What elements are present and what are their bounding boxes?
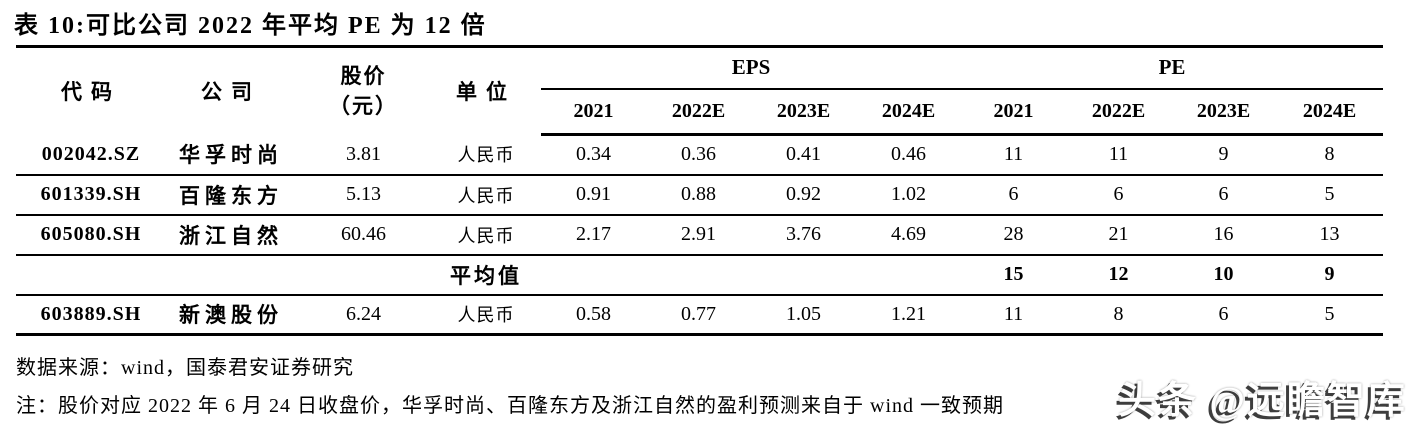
cell-eps-2021: 0.58 [541,294,646,336]
header-row-years: 2021 2022E 2023E 2024E 2021 2022E 2023E … [16,88,1384,136]
cell-eps-2021: 0.34 [541,134,646,176]
cell-eps-2022e: 0.77 [646,294,751,336]
cell-eps-2024e: 1.21 [856,294,962,336]
col-header-unit: 单位 [456,80,516,105]
cell-price: 5.13 [296,174,431,216]
eps-year-2024e: 2024E [856,88,962,136]
cell-company: 百隆东方 [166,174,296,216]
header-row-groups: 代码 公司 股价 （元） 单位 EPS PE [16,46,1384,118]
empty-cell [296,254,431,296]
table-row-bailong: 601339.SH 百隆东方 5.13 人民币 0.91 0.88 0.92 1… [16,174,1384,216]
avg-pe-2023e: 10 [1171,254,1277,296]
cell-price: 6.24 [296,294,431,336]
table-row-xinao: 603889.SH 新澳股份 6.24 人民币 0.58 0.77 1.05 1… [16,294,1384,336]
eps-year-2023e: 2023E [751,88,856,136]
table-row-huafu: 002042.SZ 华孚时尚 3.81 人民币 0.34 0.36 0.41 0… [16,134,1384,176]
cell-pe-2021: 11 [961,294,1067,336]
cell-pe-2024e: 5 [1276,174,1384,216]
cell-eps-2023e: 3.76 [751,214,856,256]
cell-company: 华孚时尚 [166,134,296,176]
cell-eps-2021: 2.17 [541,214,646,256]
cell-pe-2023e: 16 [1171,214,1277,256]
cell-eps-2023e: 0.92 [751,174,856,216]
empty-cell [166,254,296,296]
table-title: 表 10:可比公司 2022 年平均 PE 为 12 倍 [14,13,487,39]
cell-code: 002042.SZ [16,134,166,176]
avg-pe-2024e: 9 [1276,254,1384,296]
group-header-eps: EPS [541,46,962,90]
pe-year-2023e: 2023E [1171,88,1277,136]
comparable-companies-table: 代码 公司 股价 （元） 单位 EPS PE 2021 2022E 2023E … [16,45,1384,336]
avg-pe-2021: 15 [961,254,1067,296]
cell-code: 601339.SH [16,174,166,216]
empty-cell [541,254,646,296]
cell-pe-2023e: 6 [1171,294,1277,336]
avg-pe-2022e: 12 [1066,254,1172,296]
cell-pe-2023e: 6 [1171,174,1277,216]
cell-pe-2022e: 11 [1066,134,1172,176]
cell-eps-2022e: 0.88 [646,174,751,216]
cell-pe-2024e: 13 [1276,214,1384,256]
cell-pe-2022e: 6 [1066,174,1172,216]
cell-eps-2022e: 2.91 [646,214,751,256]
empty-cell [751,254,856,296]
eps-year-2022e: 2022E [646,88,751,136]
cell-eps-2023e: 1.05 [751,294,856,336]
col-header-price-line2: （元） [329,94,398,119]
cell-unit: 人民币 [431,294,541,336]
cell-pe-2024e: 5 [1276,294,1384,336]
cell-eps-2023e: 0.41 [751,134,856,176]
col-header-company: 公司 [201,80,261,105]
cell-code: 605080.SH [16,214,166,256]
cell-code: 603889.SH [16,294,166,336]
average-label: 平均值 [431,254,541,296]
cell-company: 新澳股份 [166,294,296,336]
pe-year-2021: 2021 [961,88,1067,136]
cell-pe-2023e: 9 [1171,134,1277,176]
cell-unit: 人民币 [431,174,541,216]
cell-pe-2021: 6 [961,174,1067,216]
watermark: 头条 @远瞻智库 [1118,380,1407,422]
cell-eps-2022e: 0.36 [646,134,751,176]
table-row-zhejiang: 605080.SH 浙江自然 60.46 人民币 2.17 2.91 3.76 … [16,214,1384,256]
cell-eps-2024e: 0.46 [856,134,962,176]
empty-cell [856,254,962,296]
col-header-code: 代码 [61,80,121,105]
cell-eps-2024e: 1.02 [856,174,962,216]
cell-pe-2022e: 21 [1066,214,1172,256]
cell-pe-2024e: 8 [1276,134,1384,176]
col-header-price-line1: 股价 [340,63,387,88]
cell-eps-2021: 0.91 [541,174,646,216]
col-header-price: 股价 （元） [296,47,431,135]
cell-unit: 人民币 [431,214,541,256]
cell-pe-2021: 28 [961,214,1067,256]
data-source-note: 数据来源：wind，国泰君安证券研究 [16,357,354,379]
cell-price: 60.46 [296,214,431,256]
eps-year-2021: 2021 [541,88,646,136]
cell-price: 3.81 [296,134,431,176]
empty-cell [646,254,751,296]
table-row-average: 平均值 15 12 10 9 [16,254,1384,296]
cell-eps-2024e: 4.69 [856,214,962,256]
empty-cell [16,254,166,296]
cell-pe-2022e: 8 [1066,294,1172,336]
pe-year-2024e: 2024E [1276,88,1384,136]
pe-year-2022e: 2022E [1066,88,1172,136]
group-header-pe: PE [961,46,1384,90]
cell-unit: 人民币 [431,134,541,176]
footnote: 注：股价对应 2022 年 6 月 24 日收盘价，华孚时尚、百隆东方及浙江自然… [16,395,1004,417]
cell-company: 浙江自然 [166,214,296,256]
cell-pe-2021: 11 [961,134,1067,176]
